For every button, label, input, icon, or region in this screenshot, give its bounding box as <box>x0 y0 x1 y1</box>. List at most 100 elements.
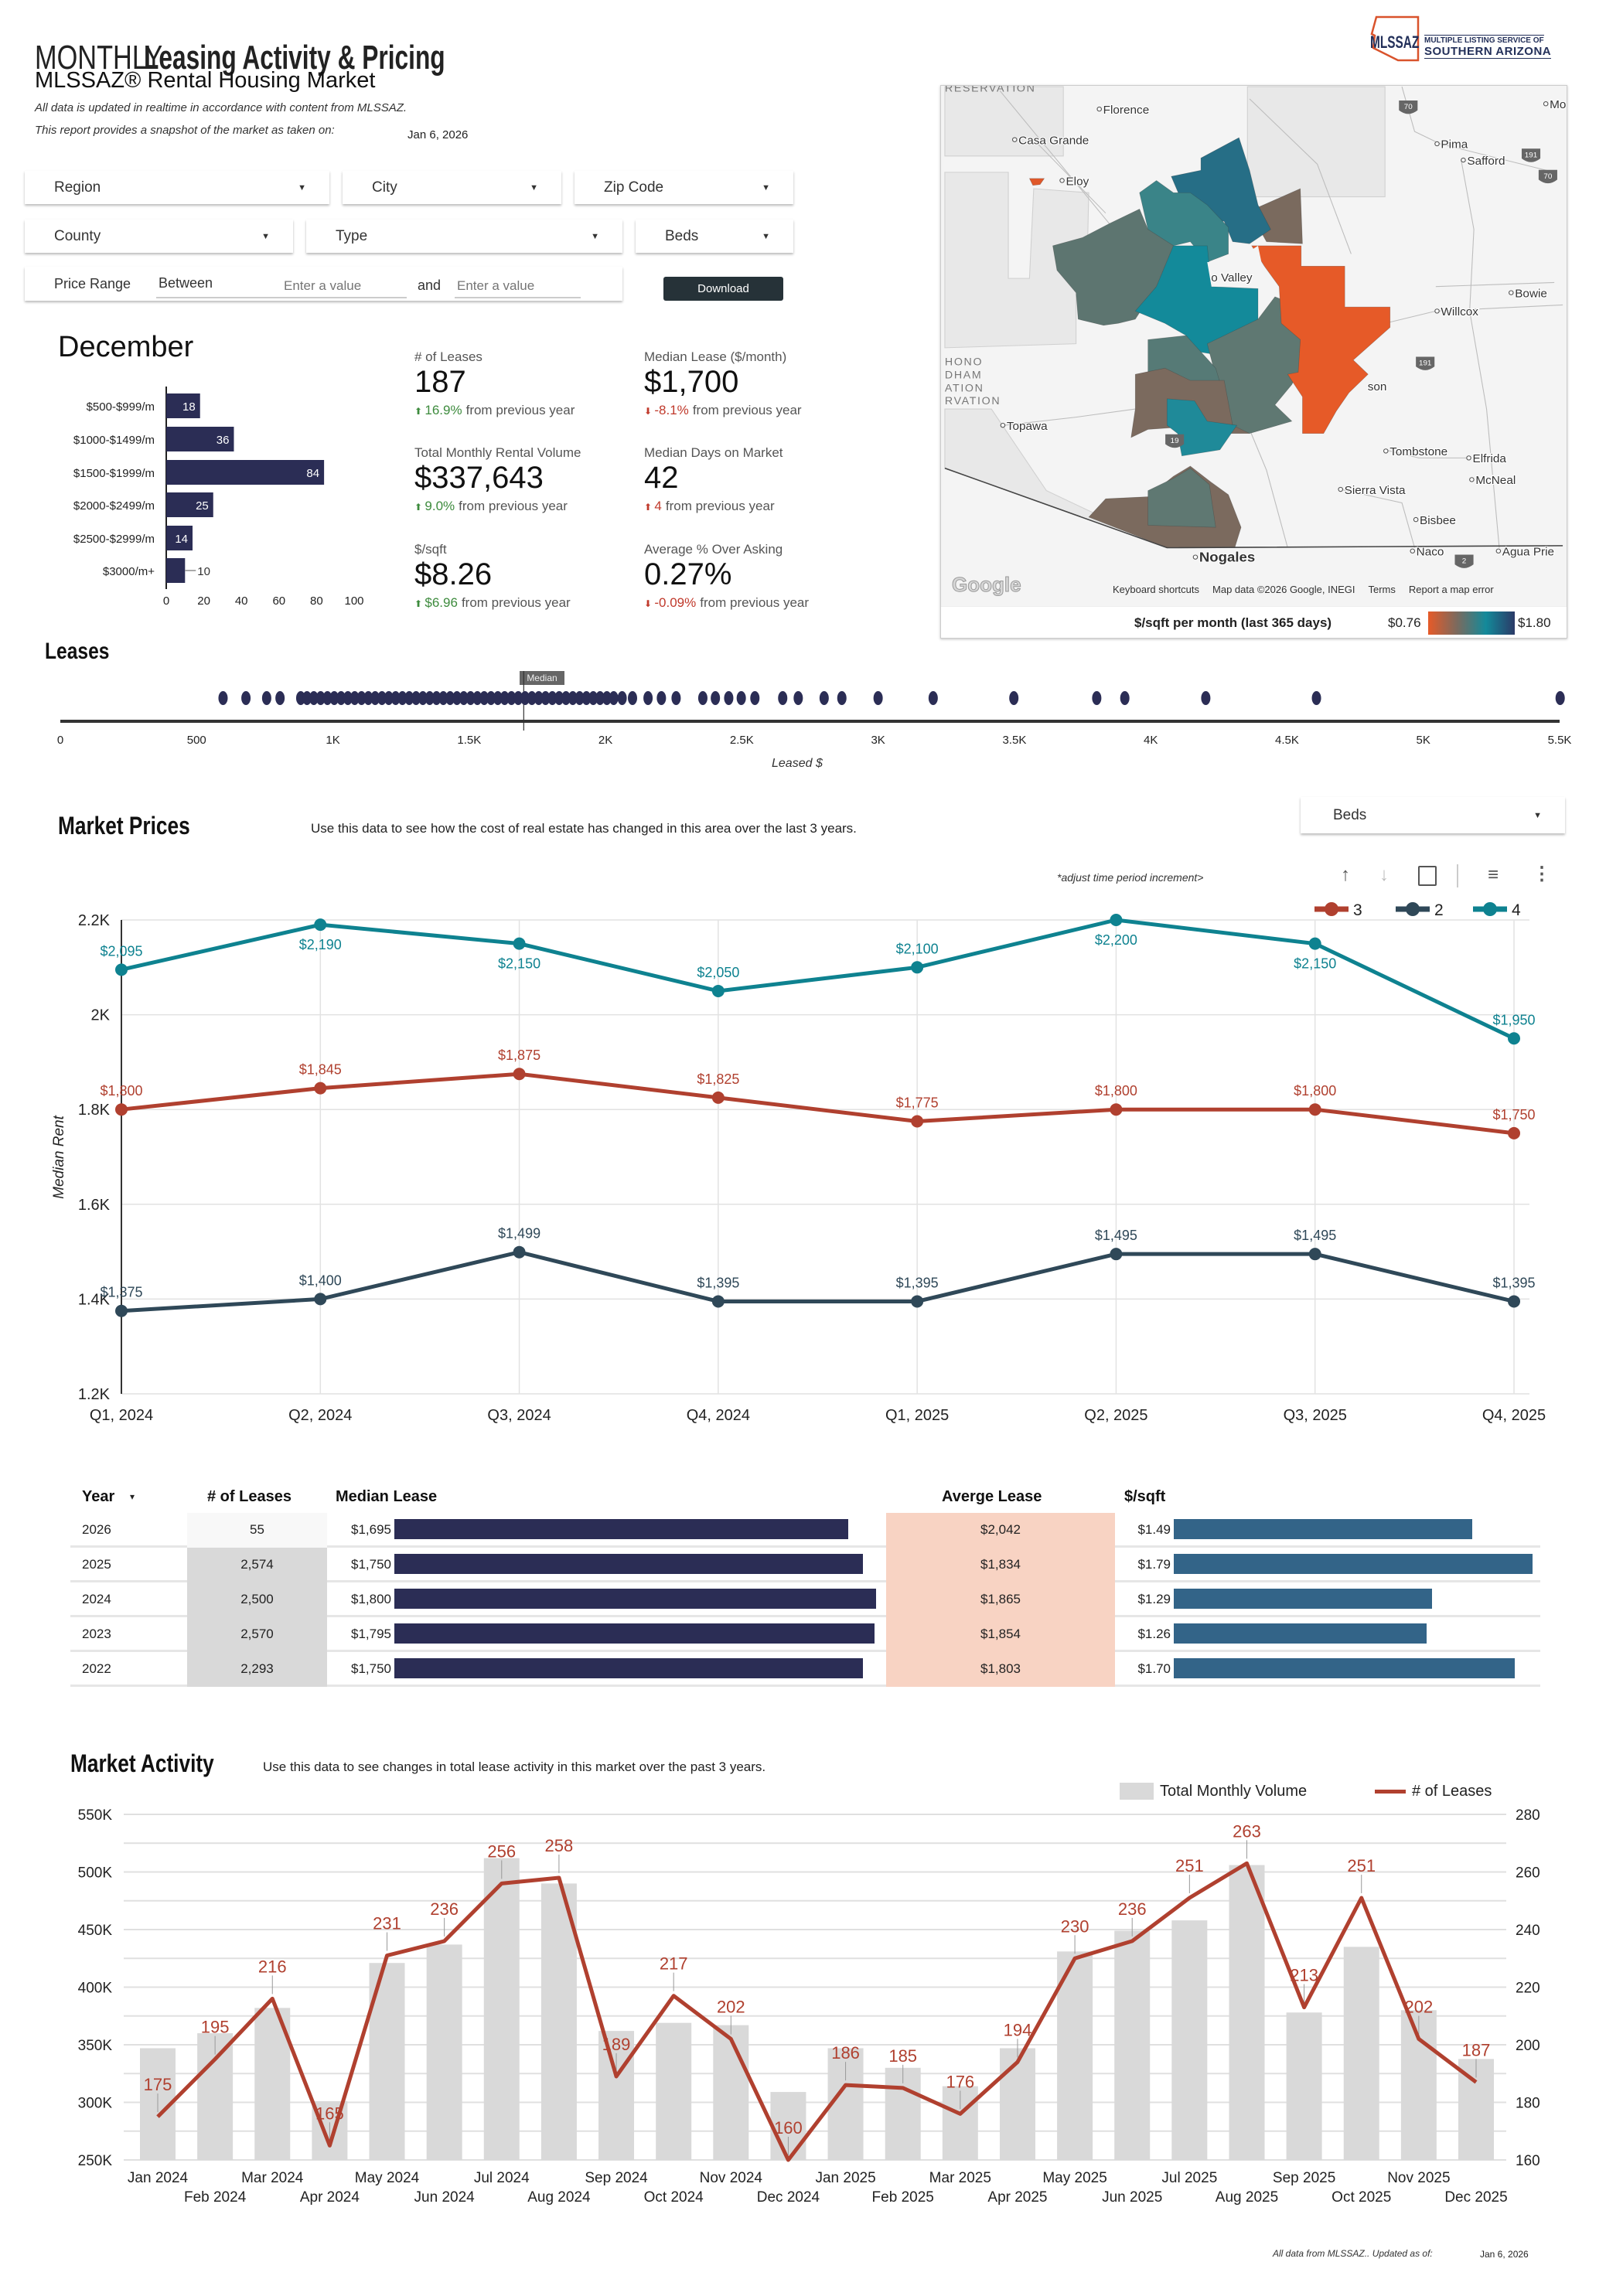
map-canvas[interactable]: Florence Casa Grande Eloy Pima Safford Willco… <box>941 86 1567 606</box>
volume-bar <box>1114 1930 1151 2160</box>
month-tick: Apr 2025 <box>987 2189 1047 2206</box>
region-dropdown[interactable]: Region ▼ <box>25 171 329 204</box>
x-tick: Q1, 2025 <box>885 1407 949 1424</box>
point-label: $2,200 <box>1095 932 1137 948</box>
histogram-tick: 0 <box>163 594 169 608</box>
series-point <box>1308 937 1321 950</box>
lease-dot <box>837 691 847 705</box>
highway-number: 70 <box>1404 103 1413 111</box>
table-row[interactable] <box>70 1652 1540 1687</box>
drill-down-arrow-icon[interactable]: ↓ <box>1379 864 1389 885</box>
histogram-category: $2500-$2999/m <box>73 533 155 546</box>
place-dot <box>1383 448 1389 454</box>
market-prices-beds-dropdown[interactable]: Beds ▼ <box>1301 797 1565 833</box>
leases-tick: 4K <box>1144 734 1158 747</box>
lease-dot <box>431 691 442 705</box>
footer-note: All data from MLSSAZ.. Updated as of: <box>1273 2248 1433 2259</box>
place-label: o Valley <box>1211 271 1253 284</box>
logo-line1: MULTIPLE LISTING SERVICE OF <box>1424 35 1544 45</box>
county-dropdown[interactable]: County ▼ <box>25 220 293 253</box>
sort-descending-icon[interactable]: ▾ <box>130 1491 135 1502</box>
lease-dot <box>595 691 605 705</box>
lease-dot <box>750 691 760 705</box>
more-options-icon[interactable]: ⋮ <box>1533 864 1551 884</box>
lease-dot <box>377 691 387 705</box>
series-point <box>513 1245 526 1259</box>
column-header-1[interactable]: # of Leases <box>207 1488 292 1505</box>
caret-down-icon: ▼ <box>530 182 538 192</box>
leases-label: 189 <box>602 2035 631 2054</box>
left-y-tick: 400K <box>78 1981 113 1997</box>
column-header-4[interactable]: $/sqft <box>1124 1488 1166 1505</box>
terms-link[interactable]: Terms <box>1368 584 1396 595</box>
month-tick: Dec 2025 <box>1444 2189 1507 2206</box>
x-tick: Q2, 2025 <box>1084 1407 1147 1424</box>
legend-leases-label[interactable]: # of Leases <box>1412 1783 1492 1800</box>
month-tick: Jun 2024 <box>414 2189 476 2206</box>
leases-label: 251 <box>1347 1856 1376 1875</box>
point-label: $1,875 <box>498 1048 540 1063</box>
zip-dropdown[interactable]: Zip Code ▼ <box>575 171 793 204</box>
month-tick: Jan 2024 <box>128 2170 189 2186</box>
leases-label: 160 <box>774 2118 803 2138</box>
column-header-0[interactable]: Year <box>82 1488 115 1505</box>
place-label: son <box>1368 380 1387 393</box>
map-legend-max: $1.80 <box>1518 615 1551 630</box>
area-label: RESERVATION <box>945 86 1036 94</box>
price-min-input[interactable] <box>281 275 407 298</box>
point-label: $1,495 <box>1095 1228 1137 1243</box>
chart-settings-icon[interactable] <box>1418 866 1437 886</box>
price-operator-select[interactable]: Between▼ <box>156 275 300 298</box>
price-max-input[interactable] <box>455 275 581 298</box>
point-label: $1,395 <box>896 1275 939 1290</box>
legend-volume-label[interactable]: Total Monthly Volume <box>1160 1783 1308 1800</box>
place-dot <box>1011 137 1018 142</box>
leases-cell: 2,293 <box>240 1661 274 1676</box>
and-label: and <box>418 278 442 293</box>
city-dropdown[interactable]: City ▼ <box>343 171 561 204</box>
series-point <box>911 1115 924 1128</box>
lease-dot <box>459 691 469 705</box>
keyboard-shortcuts-link[interactable]: Keyboard shortcuts <box>1113 584 1200 595</box>
kpi-delta-value: -8.1% <box>654 403 689 417</box>
lease-dot <box>540 691 551 705</box>
legend-marker <box>1483 902 1497 916</box>
leases-cell: 55 <box>250 1522 264 1537</box>
point-label: $1,845 <box>299 1062 342 1078</box>
series-point <box>1508 1295 1520 1308</box>
legend-label: 3 <box>1353 901 1362 919</box>
type-dropdown[interactable]: Type ▼ <box>306 220 622 253</box>
right-y-tick: 180 <box>1516 2096 1540 2112</box>
leases-label: 256 <box>487 1841 516 1861</box>
realtime-note: All data is updated in realtime in accor… <box>35 101 407 114</box>
snapshot-date: Jan 6, 2026 <box>407 128 469 141</box>
place-label: Nogales <box>1199 549 1255 565</box>
download-button[interactable]: Download <box>663 277 783 301</box>
column-header-2[interactable]: Median Lease <box>336 1488 438 1505</box>
place-label: Pima <box>1441 138 1468 152</box>
histogram-tick: 100 <box>344 594 363 608</box>
leases-label: 217 <box>660 1954 688 1974</box>
lease-dot <box>602 691 612 705</box>
arrow-down-icon: ⬇ <box>644 598 655 609</box>
report-map-error-link[interactable]: Report a map error <box>1408 584 1494 595</box>
price-map[interactable]: Florence Casa Grande Eloy Pima Safford Willco… <box>940 85 1567 639</box>
table-row[interactable] <box>70 1582 1540 1617</box>
highway-number: 70 <box>1543 172 1552 181</box>
drill-up-arrow-icon[interactable]: ↑ <box>1341 864 1350 885</box>
filter-icon[interactable]: ≡ <box>1488 864 1499 885</box>
histogram-bar <box>166 492 213 517</box>
lease-dot <box>513 691 523 705</box>
column-header-3[interactable]: Averge Lease <box>942 1488 1042 1505</box>
table-row[interactable] <box>70 1617 1540 1652</box>
arrow-up-icon: ⬆ <box>644 502 655 513</box>
table-row[interactable] <box>70 1513 1540 1548</box>
volume-bar <box>1171 1920 1208 2160</box>
point-label: $2,190 <box>299 937 342 952</box>
average-cell: $2,042 <box>980 1522 1021 1537</box>
table-row[interactable] <box>70 1548 1540 1582</box>
point-label: $2,050 <box>697 965 739 980</box>
histogram-value: 84 <box>306 467 319 480</box>
beds-dropdown[interactable]: Beds ▼ <box>636 220 793 253</box>
volume-bar <box>540 1883 577 2160</box>
